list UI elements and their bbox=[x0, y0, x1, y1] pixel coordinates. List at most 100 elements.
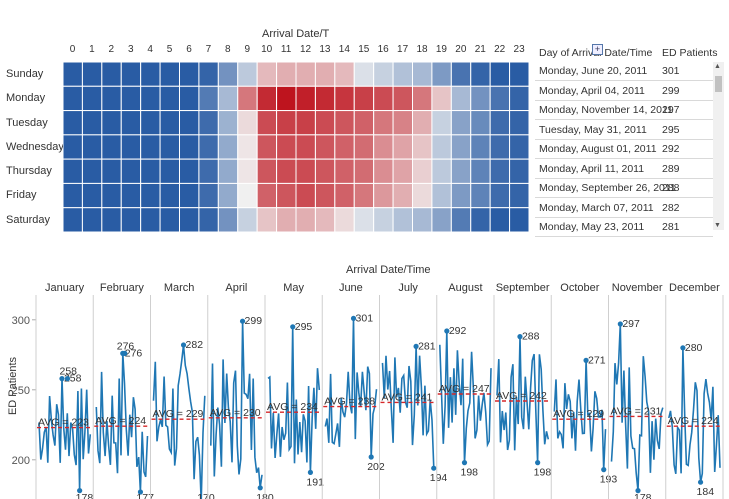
heatmap-cell bbox=[412, 62, 433, 87]
heatmap-cell bbox=[314, 110, 336, 136]
heatmap-cell bbox=[431, 85, 452, 112]
max-point bbox=[617, 321, 623, 327]
heatmap-cell bbox=[256, 182, 278, 209]
heatmap-cell bbox=[353, 62, 375, 87]
hour-label: 13 bbox=[319, 44, 331, 55]
heatmap-cell bbox=[373, 207, 394, 232]
heatmap-cell bbox=[334, 62, 355, 87]
table-row[interactable]: Tuesday, May 31, 2011 295 bbox=[535, 120, 713, 140]
heatmap-cell bbox=[450, 134, 472, 160]
month-label: February bbox=[99, 282, 144, 294]
patients-cell: 289 bbox=[662, 162, 680, 175]
heatmap-cell bbox=[334, 158, 355, 184]
heatmap-cell bbox=[373, 134, 394, 160]
min-point bbox=[601, 467, 607, 473]
day-label: Wednesday bbox=[6, 140, 64, 153]
heatmap-cell bbox=[81, 207, 103, 232]
heatmap-cell bbox=[431, 182, 452, 209]
min-label: 178 bbox=[76, 492, 94, 499]
scroll-thumb[interactable] bbox=[715, 76, 722, 92]
heatmap-cell bbox=[314, 85, 336, 112]
heatmap-cell bbox=[120, 134, 142, 160]
heatmap-cell bbox=[256, 207, 278, 232]
day-label: Saturday bbox=[6, 213, 51, 226]
heatmap-cell bbox=[140, 182, 161, 209]
heatmap-cell bbox=[489, 85, 511, 112]
y-tick-label: 300 bbox=[12, 315, 30, 327]
max-point bbox=[413, 343, 419, 349]
scroll-down-arrow[interactable]: ▼ bbox=[714, 222, 721, 229]
month-label: May bbox=[283, 282, 305, 294]
table-row[interactable]: Monday, April 11, 2011 289 bbox=[535, 159, 713, 179]
table-row[interactable]: Monday, August 01, 2011 292 bbox=[535, 139, 713, 159]
table-row[interactable]: Monday, September 26, 2011 288 bbox=[535, 178, 713, 198]
heatmap-cell bbox=[276, 182, 297, 209]
heatmap-cell bbox=[373, 110, 394, 136]
heatmap-cell bbox=[489, 62, 511, 87]
heatmap-cell bbox=[198, 62, 219, 87]
heatmap-cell bbox=[237, 110, 258, 136]
table-row[interactable]: Monday, November 14, 2011 297 bbox=[535, 100, 713, 120]
heatmap-cell bbox=[334, 85, 355, 112]
series-line bbox=[610, 323, 664, 491]
heatmap-cell bbox=[334, 182, 355, 209]
heatmap-cell bbox=[450, 182, 472, 209]
hour-label: 1 bbox=[89, 44, 95, 55]
date-cell: Monday, August 01, 2011 bbox=[539, 143, 657, 155]
average-label: AVG = 231 bbox=[611, 405, 662, 417]
hour-label: 18 bbox=[416, 44, 428, 55]
table-row[interactable]: Monday, June 20, 2011 301 bbox=[535, 61, 713, 81]
heatmap-cell bbox=[373, 158, 394, 184]
month-label: March bbox=[163, 282, 195, 294]
scroll-up-arrow[interactable]: ▲ bbox=[714, 63, 721, 70]
heatmap-cell bbox=[470, 85, 491, 112]
patients-cell: 301 bbox=[662, 65, 680, 77]
date-cell: Monday, March 07, 2011 bbox=[539, 201, 654, 214]
average-label: AVG = 242 bbox=[496, 390, 547, 402]
table-scrollbar[interactable]: ▲ ▼ bbox=[713, 62, 724, 230]
table-row[interactable]: Monday, March 07, 2011 282 bbox=[535, 198, 713, 218]
heatmap-cell bbox=[314, 182, 336, 209]
heatmap-cell bbox=[217, 85, 239, 112]
table-row[interactable]: Monday, April 04, 2011 299 bbox=[535, 81, 713, 101]
max-point bbox=[680, 345, 686, 351]
hour-label: 19 bbox=[435, 44, 447, 55]
heatmap-cell bbox=[314, 134, 336, 160]
heatmap-cell bbox=[63, 110, 83, 136]
heatmap-cell bbox=[217, 134, 239, 160]
average-label: AVG = 234 bbox=[267, 401, 318, 413]
table-row[interactable]: Monday, May 23, 2011 281 bbox=[535, 217, 713, 237]
heatmap-cell bbox=[237, 207, 258, 232]
min-point bbox=[635, 488, 641, 494]
series-line bbox=[553, 360, 607, 470]
heatmap-cell bbox=[509, 134, 529, 160]
heatmap-cell bbox=[217, 207, 239, 232]
heatmap-cell bbox=[431, 62, 452, 87]
average-label: AVG = 224 bbox=[668, 415, 719, 427]
heatmap-cell bbox=[450, 85, 472, 112]
max-label: 288 bbox=[522, 331, 540, 343]
hour-label: 7 bbox=[205, 44, 212, 55]
heatmap-cell bbox=[509, 110, 529, 136]
max-point bbox=[444, 328, 450, 334]
heatmap-cell bbox=[509, 182, 529, 209]
heatmap-cell bbox=[450, 110, 472, 136]
month-label: July bbox=[398, 282, 418, 294]
series-line bbox=[381, 346, 435, 469]
heatmap-cell bbox=[159, 182, 181, 209]
heatmap-cell bbox=[63, 134, 83, 160]
heatmap-cell bbox=[140, 62, 161, 87]
heatmap-cell bbox=[140, 207, 161, 232]
heatmap-cell bbox=[101, 134, 122, 160]
sort-icon[interactable]: + bbox=[592, 44, 603, 55]
heatmap-chart bbox=[63, 62, 529, 232]
heatmap-cell bbox=[334, 110, 355, 136]
patients-cell: 297 bbox=[662, 104, 680, 116]
heatmap-cell bbox=[63, 85, 83, 112]
heatmap-cell bbox=[256, 62, 278, 87]
min-point bbox=[137, 489, 144, 495]
heatmap-cell bbox=[314, 158, 336, 184]
heatmap-cell bbox=[237, 62, 258, 87]
max-label: 258 bbox=[64, 373, 82, 385]
patients-cell: 288 bbox=[662, 182, 680, 194]
